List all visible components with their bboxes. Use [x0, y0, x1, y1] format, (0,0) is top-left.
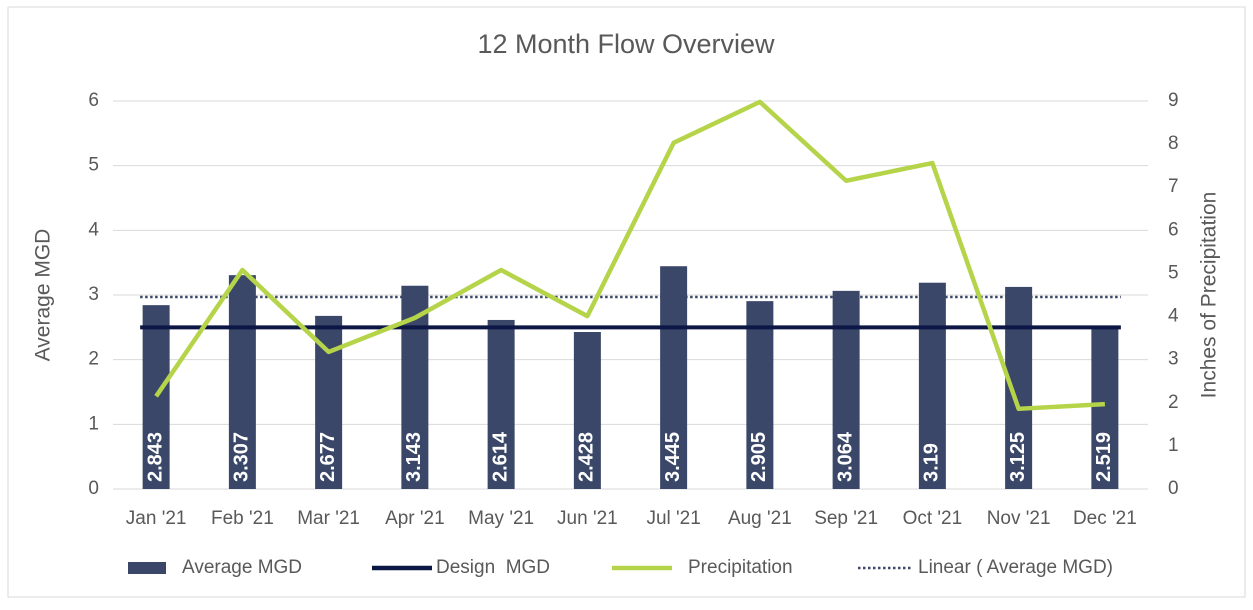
y-tick-label: 3 [88, 284, 99, 305]
x-tick-label: Oct '21 [903, 508, 963, 529]
x-tick-label: Mar '21 [297, 508, 360, 529]
x-tick-label: Aug '21 [728, 508, 792, 529]
line [154, 99, 1106, 412]
bar [1091, 326, 1119, 489]
bar [228, 275, 256, 489]
y2-tick-label: 5 [1168, 262, 1179, 283]
data-label: 2.519 [1093, 432, 1115, 482]
y2-tick-label: 1 [1168, 435, 1179, 456]
bar [832, 290, 860, 489]
y-tick-label: 2 [88, 349, 99, 370]
y2-tick-label: 9 [1168, 90, 1179, 111]
y-tick-label: 1 [88, 413, 99, 434]
chart-title: 12 Month Flow Overview [477, 29, 775, 59]
bar [660, 266, 688, 489]
x-tick-label: May '21 [468, 508, 534, 529]
bar [142, 305, 170, 489]
data-label: 3.064 [834, 431, 856, 482]
legend-label: Precipitation [688, 557, 793, 578]
legend-label: Average MGD [182, 557, 302, 578]
y2-tick-label: 7 [1168, 176, 1179, 197]
x-tick-label: Apr '21 [385, 508, 445, 529]
data-label: 2.677 [317, 432, 339, 482]
data-label: 3.143 [403, 432, 425, 482]
y2-tick-label: 8 [1168, 133, 1179, 154]
y-tick-label: 5 [88, 155, 99, 176]
y-tick-label: 6 [88, 90, 99, 111]
y2-axis-label: Inches of Precipitation [1198, 192, 1221, 399]
data-label: 3.125 [1007, 432, 1029, 482]
data-label: 2.614 [489, 431, 511, 482]
y2-tick-label: 6 [1168, 219, 1179, 240]
y2-tick-label: 2 [1168, 392, 1179, 413]
x-tick-label: Nov '21 [987, 508, 1051, 529]
data-label: 3.307 [231, 432, 253, 482]
data-label: 3.19 [921, 443, 943, 482]
x-tick-label: Feb '21 [211, 508, 274, 529]
data-label: 2.428 [576, 432, 598, 482]
bar [573, 331, 601, 489]
legend-label: Design MGD [436, 557, 550, 578]
y2-tick-label: 4 [1168, 306, 1179, 327]
y2-tick-label: 0 [1168, 478, 1179, 499]
data-label: 2.905 [748, 432, 770, 482]
y-tick-label: 0 [88, 478, 99, 499]
chart-frame [7, 6, 1246, 598]
y-axis-label: Average MGD [32, 229, 55, 362]
legend-label: Linear ( Average MGD) [918, 557, 1113, 578]
bar [487, 319, 515, 489]
y-tick-label: 4 [88, 219, 99, 240]
bar [746, 301, 774, 489]
x-tick-label: Sep '21 [814, 508, 878, 529]
x-tick-label: Jun '21 [557, 508, 618, 529]
data-label: 2.843 [144, 432, 166, 482]
data-label: 3.445 [662, 432, 684, 482]
y2-tick-label: 3 [1168, 349, 1179, 370]
x-tick-label: Jul '21 [646, 508, 700, 529]
x-tick-label: Jan '21 [126, 508, 187, 529]
legend-swatch [128, 562, 166, 574]
bar [918, 282, 946, 489]
x-tick-label: Dec '21 [1073, 508, 1137, 529]
